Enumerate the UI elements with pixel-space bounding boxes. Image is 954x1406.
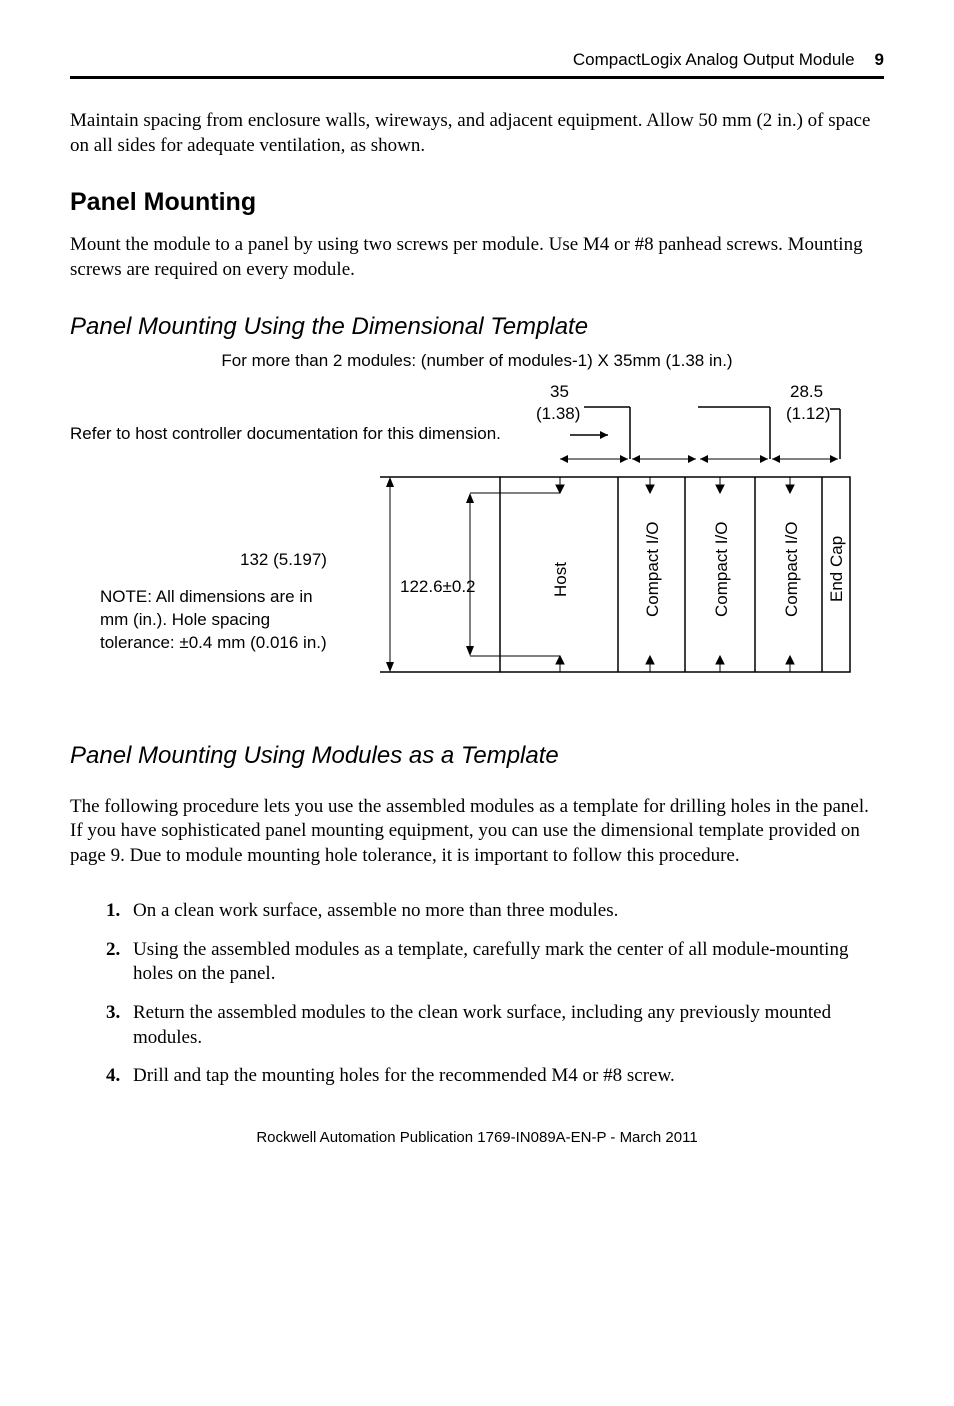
intro-paragraph: Maintain spacing from enclosure walls, w… (70, 109, 884, 158)
col-host-label: Host (551, 562, 570, 597)
page-header: CompactLogix Analog Output Module 9 (70, 50, 884, 70)
dim-35-sub: (1.38) (536, 404, 580, 423)
header-title: CompactLogix Analog Output Module (573, 50, 855, 70)
steps-list: On a clean work surface, assemble no mor… (70, 899, 884, 1089)
page-number: 9 (875, 50, 884, 70)
note-line2: mm (in.). Hole spacing (100, 610, 270, 629)
note-line1: NOTE: All dimensions are in (100, 587, 313, 606)
panel-mounting-heading: Panel Mounting (70, 188, 884, 217)
col-compact1-label: Compact I/O (643, 521, 662, 616)
modules-template-paragraph: The following procedure lets you use the… (70, 795, 884, 869)
modules-template-heading: Panel Mounting Using Modules as a Templa… (70, 742, 884, 770)
col-compact2-label: Compact I/O (712, 521, 731, 616)
step-3: Return the assembled modules to the clea… (125, 1001, 884, 1050)
panel-mounting-paragraph: Mount the module to a panel by using two… (70, 233, 884, 282)
diagram-top-note: For more than 2 modules: (number of modu… (70, 351, 884, 371)
dim-1226-label: 122.6±0.2 (400, 577, 476, 596)
note-line3: tolerance: ±0.4 mm (0.016 in.) (100, 633, 327, 652)
refer-note: Refer to host controller documentation f… (70, 424, 501, 443)
dimensional-diagram: For more than 2 modules: (number of modu… (70, 351, 884, 707)
dim-285-sub: (1.12) (786, 404, 830, 423)
dim-35-label: 35 (550, 382, 569, 401)
step-2: Using the assembled modules as a templat… (125, 938, 884, 987)
step-1: On a clean work surface, assemble no mor… (125, 899, 884, 924)
col-compact3-label: Compact I/O (782, 521, 801, 616)
step-4: Drill and tap the mounting holes for the… (125, 1064, 884, 1089)
dim-285-label: 28.5 (790, 382, 823, 401)
header-rule (70, 76, 884, 79)
dimensional-template-heading: Panel Mounting Using the Dimensional Tem… (70, 313, 884, 341)
footer-text: Rockwell Automation Publication 1769-IN0… (70, 1129, 884, 1146)
dim-132-label: 132 (5.197) (240, 550, 327, 569)
col-endcap-label: End Cap (827, 536, 846, 602)
